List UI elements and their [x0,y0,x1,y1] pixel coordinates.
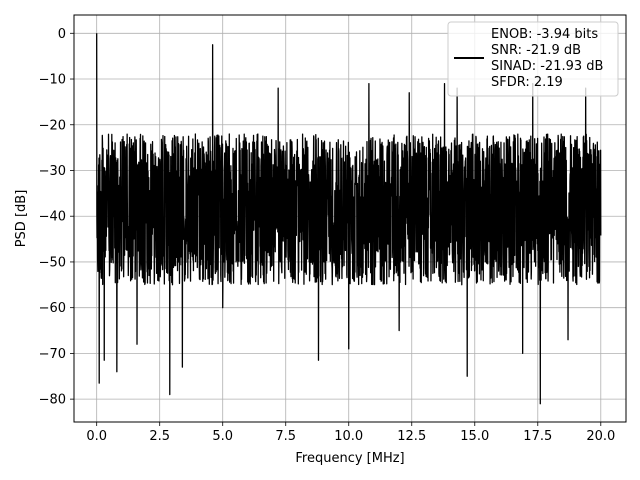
y-tick-label: −60 [39,301,66,316]
x-tick-label: 15.0 [460,429,489,444]
x-axis: 0.0 2.5 5.0 7.5 10.0 12.5 15.0 17.5 20.0 [86,422,615,444]
y-tick-label: −10 [39,73,66,88]
legend-entry-line: SINAD: -21.93 dB [491,59,603,74]
x-tick-label: 10.0 [334,429,363,444]
x-tick-label: 12.5 [397,429,426,444]
y-tick-label: −30 [39,164,66,179]
legend-box [447,21,619,97]
legend-entry-line: SNR: -21.9 dB [491,43,581,58]
y-tick-label: −50 [39,255,66,270]
y-tick-label: −20 [39,118,66,133]
y-tick-label: −80 [39,393,66,408]
x-tick-label: 5.0 [212,429,233,444]
x-tick-label: 17.5 [523,429,552,444]
x-tick-label: 0.0 [86,429,107,444]
x-tick-label: 7.5 [275,429,296,444]
y-axis: 0 −10 −20 −30 −40 −50 −60 −70 −80 [39,27,74,408]
y-tick-label: −70 [39,347,66,362]
psd-series-line [96,33,602,405]
y-axis-label: PSD [dB] [14,190,29,248]
y-tick-label: 0 [58,27,66,42]
x-axis-label: Frequency [MHz] [295,451,404,466]
x-tick-label: 20.0 [586,429,615,444]
plot-frame [73,14,627,423]
x-tick-label: 2.5 [149,429,170,444]
legend-entry-line: ENOB: -3.94 bits [491,27,598,42]
y-tick-label: −40 [39,210,66,225]
legend-entry-line: SFDR: 2.19 [491,75,563,90]
plot-area [96,33,602,405]
